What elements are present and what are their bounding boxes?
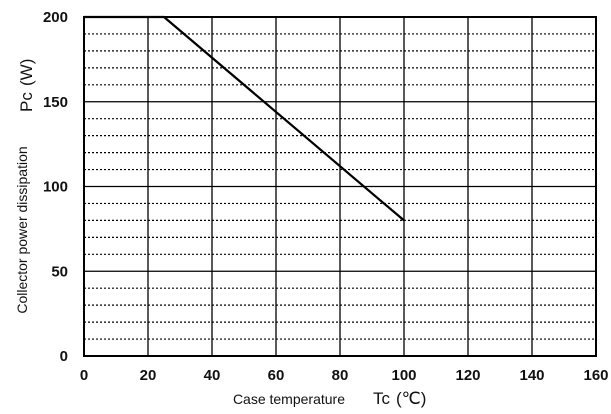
x-axis-unit: (℃): [396, 389, 426, 408]
y-tick-label: 150: [43, 94, 68, 111]
x-tick-labels: 0 20 40 60 80 100 120 140 160: [80, 367, 609, 384]
x-tick-label: 120: [455, 367, 480, 384]
y-tick-labels: 0 50 100 150 200: [43, 9, 68, 365]
y-axis-title: Collector power dissipation Pc (W): [14, 59, 36, 314]
major-gridlines: [84, 17, 596, 356]
x-tick-label: 160: [583, 367, 608, 384]
plot-frame: [83, 16, 597, 357]
y-axis-label: Collector power dissipation: [14, 146, 30, 313]
y-tick-label: 0: [60, 348, 68, 365]
x-tick-label: 140: [519, 367, 544, 384]
x-tick-label: 40: [204, 367, 221, 384]
y-tick-label: 200: [43, 9, 68, 26]
y-tick-label: 50: [51, 263, 68, 280]
x-tick-label: 60: [268, 367, 285, 384]
x-axis-label: Case temperature: [233, 391, 345, 407]
y-tick-label: 100: [43, 179, 68, 196]
x-tick-label: 100: [391, 367, 416, 384]
y-axis-symbol: Pc: [17, 92, 36, 112]
x-axis-symbol: Tc: [373, 389, 391, 408]
x-tick-label: 0: [80, 367, 88, 384]
x-tick-label: 80: [332, 367, 349, 384]
y-axis-unit: (W): [17, 59, 36, 86]
x-tick-label: 20: [140, 367, 157, 384]
